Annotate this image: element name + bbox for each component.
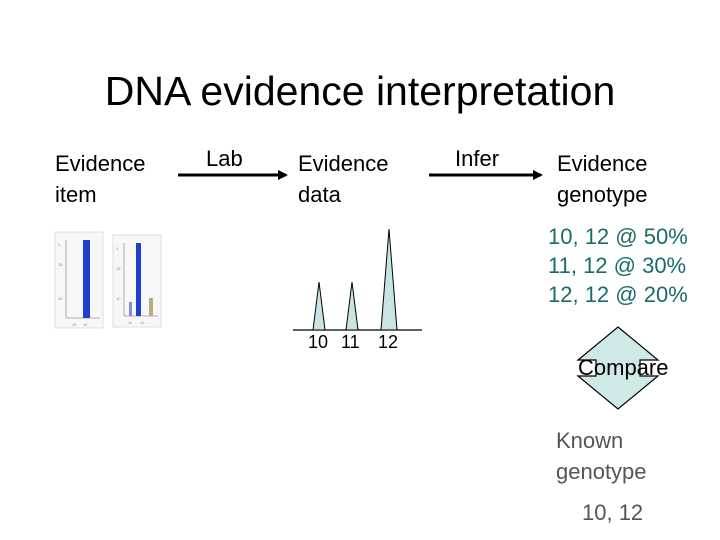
gel-image-left: 1 15 10 10 12: [54, 231, 104, 329]
evidence-item-label: Evidence item: [55, 148, 146, 210]
page-title: DNA evidence interpretation: [104, 68, 616, 114]
electropherogram: [293, 228, 422, 331]
known-genotype-label: Known genotype: [556, 425, 647, 487]
evidence-item-line1: Evidence: [55, 151, 146, 176]
svg-text:12: 12: [140, 320, 145, 325]
svg-text:10: 10: [116, 296, 121, 301]
peak-10: [312, 281, 326, 331]
peak-11: [345, 281, 359, 331]
evidence-data-label: Evidence data: [298, 148, 389, 210]
svg-text:12: 12: [83, 322, 88, 327]
genotype-item: 11, 12 @ 30%: [548, 253, 687, 278]
evidence-genotype-line2: genotype: [557, 182, 648, 207]
compare-label: Compare: [578, 355, 669, 380]
evidence-genotype-line1: Evidence: [557, 151, 648, 176]
genotype-item: 10, 12 @ 50%: [548, 224, 688, 249]
compare-double-arrow: [576, 326, 660, 410]
svg-text:15: 15: [58, 262, 63, 267]
svg-text:1: 1: [116, 246, 119, 251]
svg-text:11: 11: [128, 320, 133, 325]
evidence-data-line1: Evidence: [298, 151, 389, 176]
svg-text:10: 10: [72, 322, 77, 327]
lab-label: Lab: [206, 146, 243, 171]
peak-label: 11: [341, 332, 360, 352]
evidence-item-line2: item: [55, 182, 97, 207]
genotype-item: 12, 12 @ 20%: [548, 282, 688, 307]
svg-text:15: 15: [116, 266, 121, 271]
known-genotype-line1: Known: [556, 428, 624, 453]
peak-label: 12: [378, 332, 399, 352]
peak-12: [380, 228, 398, 331]
known-genotype-value: 10, 12: [582, 500, 644, 525]
evidence-genotype-label: Evidence genotype: [557, 148, 648, 210]
known-genotype-line2: genotype: [556, 459, 647, 484]
gel-image-right: 1 15 10 11 12: [112, 234, 162, 328]
svg-text:1: 1: [58, 242, 61, 247]
peak-label: 10: [308, 332, 329, 352]
evidence-data-line2: data: [298, 182, 341, 207]
infer-label: Infer: [455, 146, 500, 171]
svg-text:10: 10: [58, 296, 63, 301]
genotype-list: 10, 12 @ 50% 11, 12 @ 30% 12, 12 @ 20%: [548, 222, 688, 309]
